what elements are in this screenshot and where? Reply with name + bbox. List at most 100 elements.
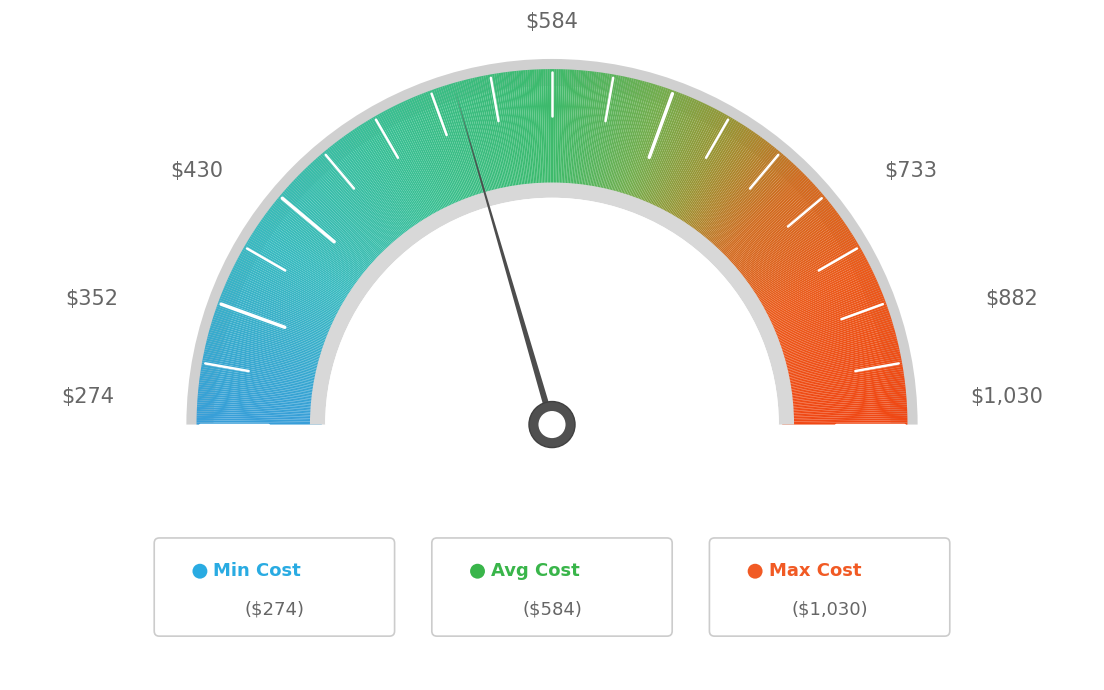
- Wedge shape: [688, 137, 763, 239]
- Wedge shape: [219, 300, 337, 345]
- Wedge shape: [330, 145, 410, 244]
- Wedge shape: [782, 393, 906, 406]
- Text: $352: $352: [65, 289, 118, 309]
- Wedge shape: [712, 168, 800, 259]
- Wedge shape: [200, 378, 323, 395]
- Wedge shape: [229, 275, 343, 329]
- Text: $733: $733: [884, 161, 937, 181]
- Wedge shape: [365, 121, 433, 228]
- Wedge shape: [667, 117, 731, 226]
- Wedge shape: [319, 155, 402, 251]
- Wedge shape: [503, 72, 522, 197]
- Wedge shape: [570, 70, 581, 195]
- Wedge shape: [782, 400, 906, 410]
- Wedge shape: [263, 215, 365, 290]
- Wedge shape: [689, 138, 765, 240]
- Wedge shape: [343, 136, 417, 238]
- Wedge shape: [488, 75, 512, 198]
- Wedge shape: [393, 106, 450, 219]
- Wedge shape: [779, 364, 903, 387]
- Wedge shape: [781, 386, 905, 402]
- Wedge shape: [701, 154, 784, 250]
- Wedge shape: [306, 167, 393, 259]
- Wedge shape: [425, 92, 471, 210]
- Wedge shape: [201, 369, 325, 390]
- Wedge shape: [778, 360, 902, 384]
- Wedge shape: [595, 75, 620, 199]
- Wedge shape: [361, 124, 429, 230]
- Wedge shape: [637, 94, 684, 211]
- Polygon shape: [455, 90, 560, 442]
- Wedge shape: [405, 100, 458, 215]
- Wedge shape: [669, 119, 735, 227]
- Wedge shape: [209, 332, 330, 366]
- Wedge shape: [719, 179, 811, 267]
- Wedge shape: [234, 263, 347, 322]
- Wedge shape: [272, 205, 371, 284]
- Wedge shape: [645, 99, 698, 215]
- Wedge shape: [713, 170, 802, 261]
- Wedge shape: [475, 77, 503, 200]
- Wedge shape: [747, 236, 854, 304]
- Wedge shape: [339, 138, 415, 240]
- Wedge shape: [682, 132, 755, 236]
- Wedge shape: [742, 225, 847, 297]
- Wedge shape: [265, 214, 367, 289]
- Wedge shape: [680, 129, 752, 234]
- Wedge shape: [341, 137, 416, 239]
- Text: ($584): ($584): [522, 600, 582, 618]
- Wedge shape: [206, 340, 328, 371]
- Circle shape: [747, 564, 763, 579]
- Wedge shape: [776, 347, 900, 376]
- Wedge shape: [677, 126, 746, 232]
- Wedge shape: [461, 80, 495, 202]
- Wedge shape: [209, 330, 330, 364]
- Wedge shape: [436, 88, 478, 207]
- Circle shape: [470, 564, 485, 579]
- Wedge shape: [448, 84, 487, 204]
- Wedge shape: [438, 87, 479, 206]
- Wedge shape: [323, 150, 405, 248]
- Wedge shape: [746, 234, 853, 302]
- Wedge shape: [747, 238, 856, 305]
- Wedge shape: [199, 384, 323, 400]
- Wedge shape: [363, 122, 431, 229]
- Wedge shape: [383, 111, 444, 222]
- Wedge shape: [646, 100, 699, 215]
- Wedge shape: [766, 296, 884, 342]
- Wedge shape: [760, 269, 872, 325]
- Wedge shape: [781, 378, 904, 395]
- Wedge shape: [769, 310, 890, 352]
- Wedge shape: [440, 86, 481, 206]
- Wedge shape: [350, 130, 423, 235]
- Wedge shape: [781, 389, 906, 403]
- Wedge shape: [369, 119, 435, 227]
- Wedge shape: [282, 193, 378, 275]
- Wedge shape: [198, 391, 322, 404]
- Wedge shape: [295, 178, 386, 266]
- Wedge shape: [417, 95, 466, 212]
- Wedge shape: [634, 92, 681, 210]
- Wedge shape: [506, 72, 523, 197]
- Wedge shape: [673, 122, 741, 229]
- Wedge shape: [774, 330, 895, 364]
- Wedge shape: [585, 73, 605, 197]
- Wedge shape: [651, 104, 708, 217]
- Wedge shape: [508, 72, 524, 196]
- Wedge shape: [269, 207, 370, 284]
- Wedge shape: [205, 345, 328, 375]
- Wedge shape: [782, 418, 907, 422]
- Wedge shape: [459, 81, 493, 202]
- Wedge shape: [198, 397, 322, 408]
- Wedge shape: [675, 124, 743, 230]
- Wedge shape: [199, 386, 323, 402]
- Wedge shape: [700, 152, 782, 249]
- Wedge shape: [197, 422, 321, 424]
- Wedge shape: [241, 251, 351, 314]
- Wedge shape: [779, 371, 904, 391]
- Wedge shape: [468, 79, 499, 201]
- Wedge shape: [226, 279, 342, 332]
- Text: Max Cost: Max Cost: [768, 562, 861, 580]
- Wedge shape: [197, 406, 322, 415]
- Wedge shape: [329, 146, 408, 246]
